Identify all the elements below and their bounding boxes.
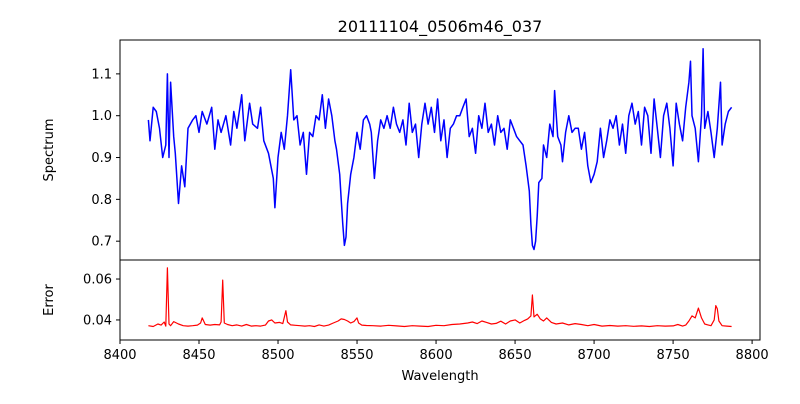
x-tick-label: 8550 [340,348,373,363]
spectrum-line [147,48,733,251]
chart-title: 20111104_0506m46_037 [338,17,543,37]
spectrum-axes-frame [119,39,761,261]
error-ytick-label: 0.04 [83,313,112,328]
spectrum-ytick-label: 0.8 [91,193,112,208]
x-axis-label: Wavelength [401,369,478,384]
x-tick-label: 8650 [499,348,532,363]
x-tick-label: 8750 [657,348,690,363]
spectrum-ytick-label: 0.7 [91,235,112,250]
x-tick-label: 8400 [103,348,136,363]
error-axes-frame [119,259,761,341]
x-tick-label: 8800 [736,348,769,363]
spectrum-ytick-label: 0.9 [91,151,112,166]
error-line [148,267,732,328]
error-ytick-label: 0.06 [83,273,112,288]
spectrum-ytick-label: 1.1 [91,67,112,82]
x-tick-label: 8700 [578,348,611,363]
x-tick-label: 8600 [420,348,453,363]
error-ylabel: Error [42,284,57,316]
spectrum-ylabel: Spectrum [42,119,57,182]
x-tick-label: 8450 [182,348,215,363]
x-tick-label: 8500 [261,348,294,363]
spectrum-ytick-label: 1.0 [91,109,112,124]
spectrum-axes: 0.7 0.8 0.9 1.0 1.1 Spectrum [42,39,761,261]
error-axes: 0.04 0.06 8400 8450 8500 8550 8600 8650 8700 875… [42,259,769,384]
